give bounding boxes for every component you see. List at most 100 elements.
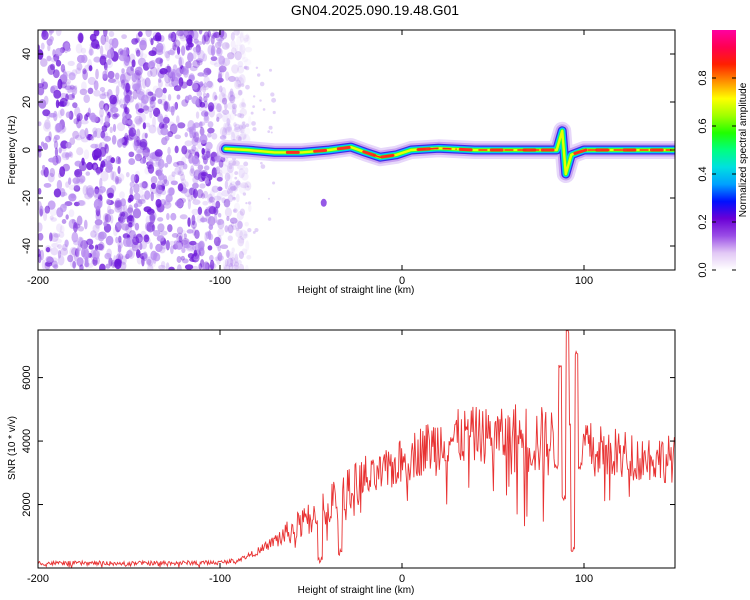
noise-speckle (248, 204, 252, 213)
noise-speckle (67, 88, 72, 94)
noise-speckle (238, 133, 247, 141)
noise-speckle (104, 213, 109, 224)
noise-speckle (48, 131, 52, 141)
noise-speckle (71, 231, 79, 243)
noise-speckle (110, 157, 116, 164)
noise-speckle (217, 252, 223, 262)
noise-speckle (233, 122, 237, 128)
noise-speckle (221, 86, 227, 98)
noise-speckle (159, 68, 168, 75)
noise-speckle (206, 92, 210, 98)
snr-series-line (38, 330, 675, 568)
noise-speckle (156, 184, 164, 195)
noise-speckle (200, 171, 208, 177)
noise-speckle (111, 78, 120, 84)
noise-speckle (228, 160, 237, 166)
noise-speckle (158, 264, 166, 270)
noise-speckle (162, 72, 166, 78)
noise-speckle (93, 30, 100, 37)
noise-speckle (163, 101, 169, 111)
noise-speckle (155, 243, 163, 253)
noise-speckle (86, 262, 94, 268)
noise-speckle (219, 31, 228, 40)
noise-speckle (38, 145, 43, 153)
noise-speckle (157, 35, 162, 42)
noise-speckle (69, 259, 78, 268)
noise-speckle (209, 254, 214, 262)
noise-speckle (56, 179, 63, 191)
noise-speckle (179, 33, 187, 42)
noise-speckle (203, 76, 210, 84)
noise-speckle (120, 215, 125, 225)
noise-speckle (181, 99, 189, 107)
noise-speckle (79, 88, 88, 96)
noise-speckle (207, 193, 213, 204)
noise-speckle (212, 91, 217, 102)
noise-speckle (103, 135, 112, 142)
noise-speckle (218, 37, 223, 44)
noise-speckle (95, 68, 99, 80)
noise-speckle (157, 223, 165, 232)
noise-speckle (65, 111, 71, 119)
noise-speckle (57, 254, 65, 266)
noise-speckle (219, 60, 227, 71)
noise-speckle (160, 94, 167, 101)
noise-speckle (40, 169, 46, 176)
noise-speckle (88, 112, 96, 121)
noise-speckle (158, 78, 162, 83)
noise-speckle (226, 117, 231, 127)
noise-speckle (267, 130, 271, 133)
noise-speckle (69, 151, 74, 159)
noise-speckle (208, 196, 215, 203)
noise-speckle (144, 221, 153, 232)
noise-speckle (61, 218, 67, 225)
noise-speckle (150, 191, 154, 202)
noise-speckle (216, 191, 223, 201)
noise-speckle (53, 233, 61, 238)
colorbar-gradient (712, 30, 736, 270)
noise-speckle (145, 30, 152, 38)
noise-speckle (223, 198, 231, 208)
noise-speckle (45, 256, 53, 263)
noise-speckle (64, 42, 70, 51)
noise-speckle (245, 84, 250, 90)
noise-speckle (136, 76, 144, 83)
noise-speckle (142, 149, 148, 159)
noise-speckle (151, 105, 156, 111)
noise-speckle (154, 87, 164, 98)
noise-speckle (208, 81, 214, 89)
noise-speckle (239, 32, 244, 43)
noise-speckle (235, 180, 241, 186)
noise-speckle (93, 56, 101, 63)
noise-speckle (38, 86, 45, 96)
noise-speckle (225, 198, 230, 204)
noise-speckle (65, 141, 72, 149)
noise-speckle (118, 213, 124, 224)
noise-speckle (100, 160, 106, 168)
noise-speckle (228, 165, 233, 170)
noise-speckle (59, 247, 69, 256)
noise-speckle (236, 164, 246, 170)
noise-speckle (217, 219, 221, 226)
noise-speckle (229, 94, 236, 104)
noise-speckle (133, 141, 138, 151)
noise-speckle (202, 155, 208, 165)
noise-speckle (244, 221, 249, 227)
noise-speckle (230, 257, 236, 267)
noise-speckle (217, 245, 221, 252)
noise-speckle (104, 252, 112, 260)
noise-speckle (48, 232, 53, 242)
noise-speckle (237, 60, 244, 68)
noise-speckle (112, 123, 117, 133)
noise-speckle (38, 121, 42, 127)
noise-speckle (238, 168, 245, 179)
noise-speckle (200, 110, 209, 117)
noise-speckle (137, 148, 145, 154)
noise-speckle (222, 113, 228, 123)
noise-speckle (114, 179, 122, 185)
noise-speckle (201, 147, 205, 155)
noise-speckle (132, 216, 136, 226)
noise-speckle (88, 48, 94, 56)
noise-speckle (114, 200, 123, 210)
noise-speckle (47, 200, 56, 210)
